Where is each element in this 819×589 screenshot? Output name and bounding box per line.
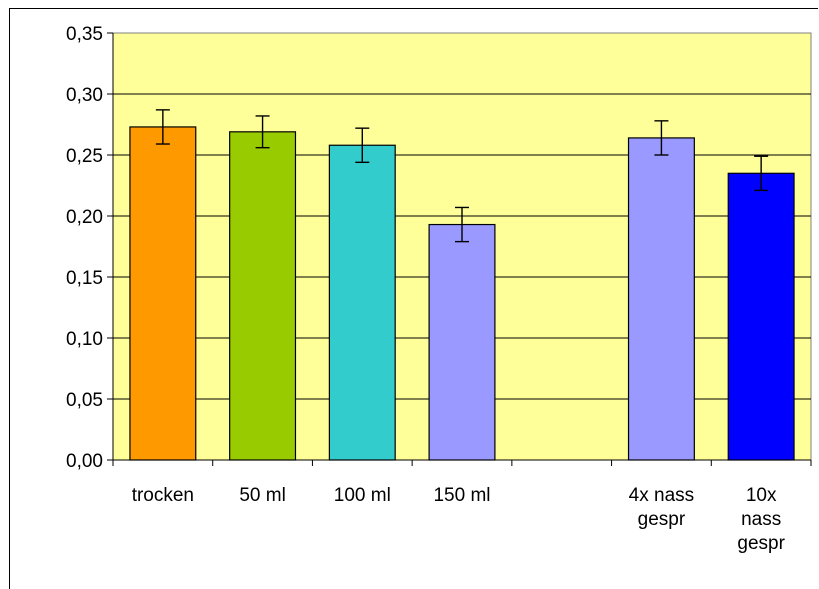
y-tick-label: 0,25 — [66, 146, 103, 167]
y-tick-label: 0,05 — [66, 390, 103, 411]
bar — [129, 126, 197, 461]
x-category-label: gespr — [638, 509, 686, 530]
bar — [229, 131, 297, 461]
y-tick-label: 0,20 — [66, 207, 103, 228]
y-tick-label: 0,00 — [66, 451, 103, 472]
x-category-label: 150 ml — [433, 485, 490, 506]
x-category-label: nass — [741, 509, 781, 530]
bar — [627, 137, 695, 461]
axes — [107, 32, 812, 466]
x-category-label: 50 ml — [239, 485, 285, 506]
y-tick-label: 0,30 — [66, 85, 103, 106]
x-category-label: gespr — [737, 533, 785, 554]
labels: 0,00 0,05 0,10 0,15 0,20 0,25 0,30 0,35 trocken 5… — [66, 24, 786, 554]
x-category-label: trocken — [132, 485, 194, 506]
bar — [328, 144, 396, 461]
bar — [428, 223, 496, 461]
bar — [727, 172, 795, 461]
y-tick-label: 0,35 — [66, 24, 103, 45]
error-bars — [155, 109, 769, 243]
chart-frame — [9, 8, 818, 589]
y-tick-label: 0,10 — [66, 329, 103, 350]
x-category-label: 10x — [746, 485, 777, 506]
x-category-label: 4x nass — [629, 485, 694, 506]
x-category-label: 100 ml — [334, 485, 391, 506]
y-tick-label: 0,15 — [66, 268, 103, 289]
bars — [129, 126, 795, 461]
